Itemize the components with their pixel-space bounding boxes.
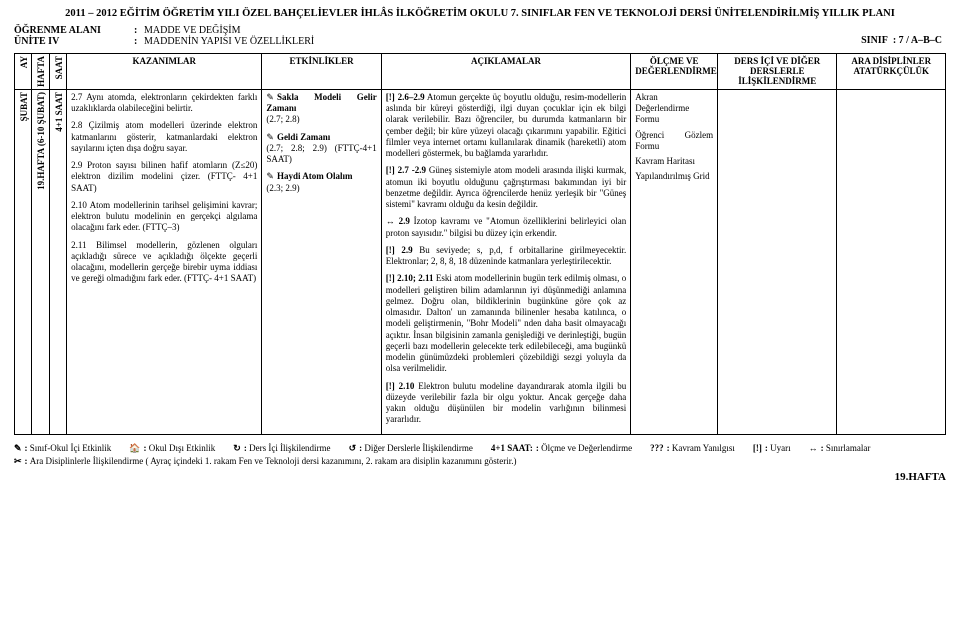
ogrenme-alani-value: MADDE VE DEĞİŞİM bbox=[144, 25, 240, 36]
cell-hafta: 19.HAFTA (6-10 ŞUBAT) bbox=[32, 89, 49, 434]
top-labels: ÖĞRENME ALANI : MADDE VE DEĞİŞİM ÜNİTE I… bbox=[14, 25, 946, 47]
col-etkinlikler: ETKİNLİKLER bbox=[262, 54, 381, 90]
col-aciklamalar: AÇIKLAMALAR bbox=[381, 54, 631, 90]
col-hafta: HAFTA bbox=[32, 54, 49, 90]
cell-saat: 4+1 SAAT bbox=[49, 89, 66, 434]
ogrenme-alani-label: ÖĞRENME ALANI bbox=[14, 25, 134, 36]
plan-table: AY HAFTA SAAT KAZANIMLAR ETKİNLİKLER AÇI… bbox=[14, 53, 946, 435]
cell-olcme: Akran Değerlendirme FormuÖğrenci Gözlem … bbox=[631, 89, 718, 434]
cell-dersici bbox=[718, 89, 837, 434]
table-row: ŞUBAT 19.HAFTA (6-10 ŞUBAT) 4+1 SAAT 2.7… bbox=[15, 89, 946, 434]
cell-aciklamalar: [!] 2.6–2.9 Atomun gerçekte üç boyutlu o… bbox=[381, 89, 631, 434]
hafta-corner: 19.HAFTA bbox=[14, 471, 946, 483]
cell-ay: ŞUBAT bbox=[15, 89, 32, 434]
header-title: 2011 – 2012 EĞİTİM ÖĞRETİM YILI ÖZEL BAH… bbox=[14, 8, 946, 19]
col-saat: SAAT bbox=[49, 54, 66, 90]
col-ay: AY bbox=[15, 54, 32, 90]
col-olcme: ÖLÇME VE DEĞERLENDİRME bbox=[631, 54, 718, 90]
sinif-label: SINIF : 7 / A–B–C bbox=[861, 35, 942, 46]
col-ara: ARA DİSİPLİNLER ATATÜRKÇÜLÜK bbox=[837, 54, 946, 90]
cell-ara bbox=[837, 89, 946, 434]
unite-value: MADDENİN YAPISI VE ÖZELLİKLERİ bbox=[144, 36, 314, 47]
col-dersici: DERS İÇİ VE DİĞER DERSLERLE İLİŞKİLENDİR… bbox=[718, 54, 837, 90]
unite-label: ÜNİTE IV bbox=[14, 36, 134, 47]
cell-kazanimlar: 2.7 Aynı atomda, elektronların çekirdekt… bbox=[67, 89, 262, 434]
table-header-row: AY HAFTA SAAT KAZANIMLAR ETKİNLİKLER AÇI… bbox=[15, 54, 946, 90]
cell-etkinlikler: ✎Sakla Modeli Gelir Zamanı(2.7; 2.8)✎Gel… bbox=[262, 89, 381, 434]
col-kazanimlar: KAZANIMLAR bbox=[67, 54, 262, 90]
legend-footer: ✎: Sınıf-Okul İçi Etkinlik🏠: Okul Dışı E… bbox=[14, 443, 946, 467]
